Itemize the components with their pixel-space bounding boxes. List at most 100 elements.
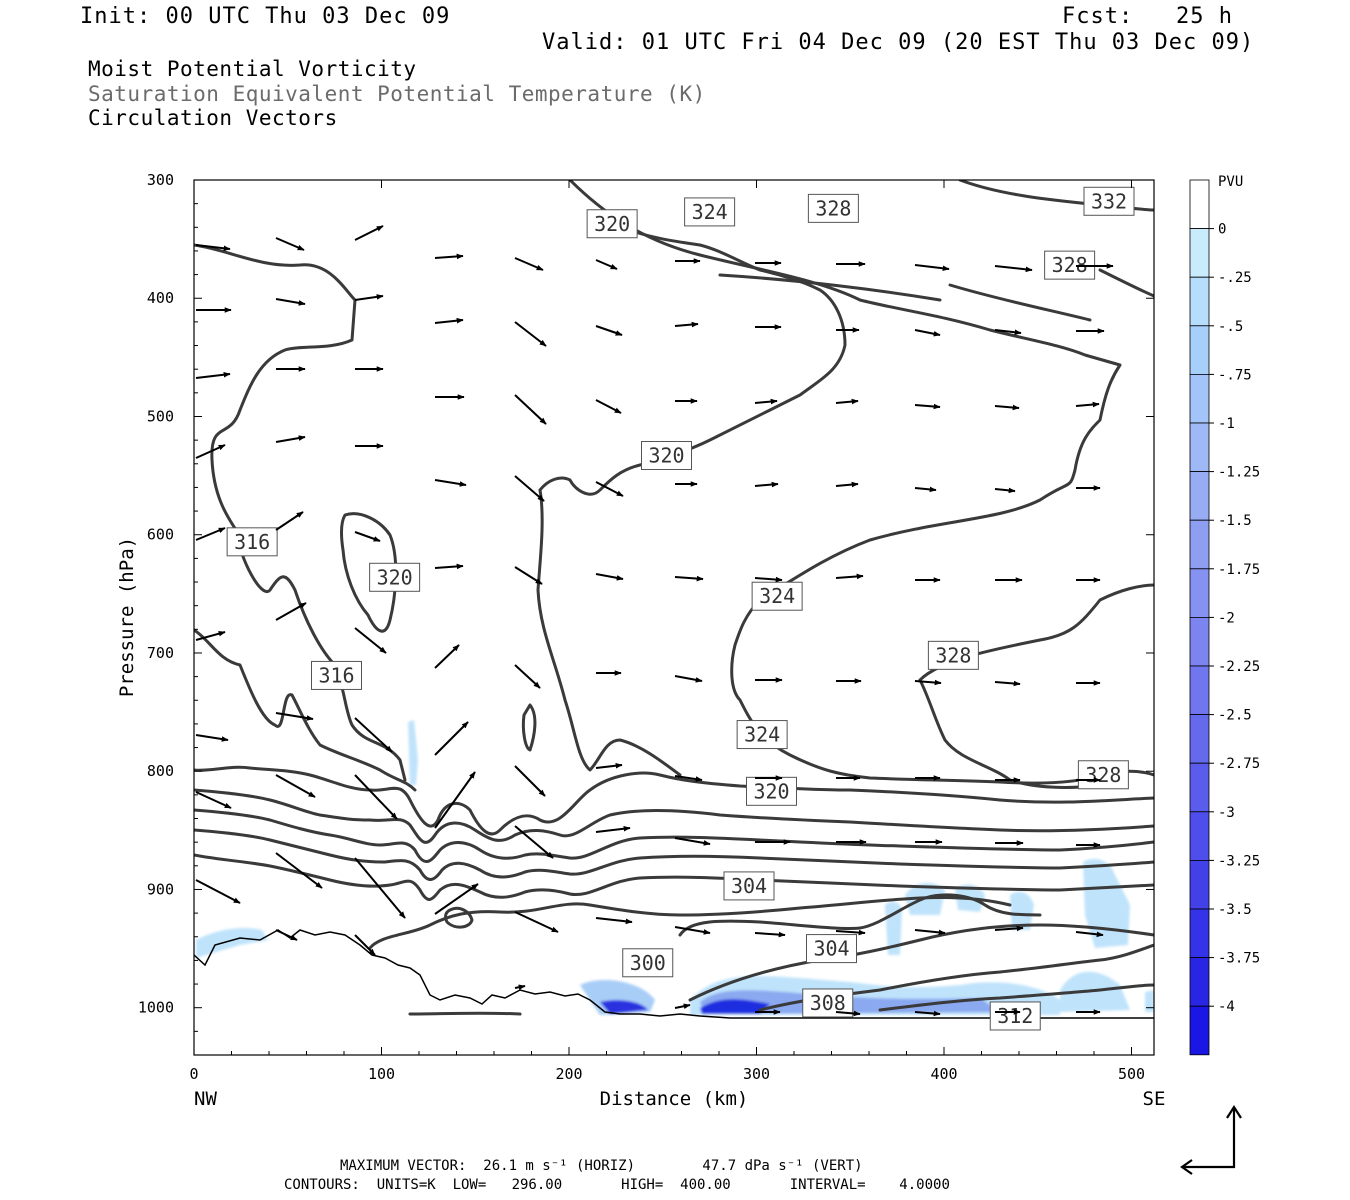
- y-tick-label: 500: [147, 407, 174, 425]
- terrain-line: [194, 929, 1154, 1019]
- x-tick-label: 300: [743, 1065, 770, 1083]
- contour-label: 320: [641, 441, 692, 471]
- svg-text:332: 332: [1091, 189, 1127, 213]
- contour-label: 304: [806, 934, 857, 964]
- contour-label: 312: [989, 1001, 1041, 1031]
- x-tick-label: 500: [1118, 1065, 1145, 1083]
- svg-text:312: 312: [997, 1004, 1033, 1028]
- contour-labels: 320 324 328 3323283203163203243283163243283…: [226, 186, 1135, 1031]
- contour-label: 324: [751, 581, 803, 611]
- y-tick-label: 900: [147, 880, 174, 898]
- svg-text:304: 304: [731, 874, 767, 898]
- colorbar-swatch: [1189, 860, 1210, 910]
- contour-label: 300: [622, 948, 674, 978]
- colorbar-swatch: [1189, 811, 1210, 861]
- contour-label: 320: [586, 209, 638, 239]
- contour-label: 328: [927, 640, 979, 670]
- colorbar-label: 0: [1218, 222, 1226, 238]
- colorbar-label: -1.75: [1218, 562, 1260, 578]
- y-tick-label: 600: [147, 526, 174, 544]
- colorbar-unit: PVU: [1218, 174, 1243, 190]
- y-axis: 300 400 500 600 700 800 900 1000: [138, 171, 1154, 1056]
- x-axis: 0 100 200 300 400 500: [189, 180, 1145, 1083]
- colorbar-label: -2.5: [1218, 708, 1252, 724]
- svg-text:300: 300: [630, 951, 666, 975]
- colorbar-swatch: [1189, 325, 1210, 375]
- contour-label: 304: [723, 871, 775, 901]
- svg-text:328: 328: [815, 196, 851, 220]
- y-tick-label: 800: [147, 762, 174, 780]
- colorbar-swatch: [1189, 568, 1210, 618]
- y-tick-label: 1000: [138, 999, 174, 1017]
- svg-text:324: 324: [759, 584, 795, 608]
- contour-label: 320: [369, 562, 421, 592]
- svg-text:308: 308: [810, 991, 846, 1015]
- field-title-vectors: Circulation Vectors: [88, 106, 338, 130]
- colorbar-swatch: [1189, 373, 1210, 424]
- contour-label: 328: [807, 193, 859, 223]
- contour-label: 324: [684, 197, 736, 227]
- field-title-theta-es: Saturation Equivalent Potential Temperat…: [88, 82, 706, 106]
- x-tick-label: 100: [368, 1065, 395, 1083]
- colorbar-swatch: [1189, 908, 1210, 958]
- svg-text:320: 320: [753, 779, 789, 803]
- colorbar-swatch: [1189, 276, 1210, 327]
- colorbar-swatch: [1189, 179, 1210, 229]
- colorbar-label: -4: [1218, 999, 1235, 1015]
- x-tick-label: 200: [555, 1065, 582, 1083]
- svg-text:328: 328: [935, 643, 971, 667]
- plot-frame: [193, 179, 1155, 1056]
- theta-es-contours: [194, 180, 1154, 1016]
- pv-colorbar: 0 -.25 -.5 -.75 -1 -1.25 -1.5 -1.75 -2 -2.25 -2.5 -…: [1189, 179, 1260, 1056]
- svg-text:328: 328: [1085, 763, 1121, 787]
- colorbar-swatch: [1189, 762, 1210, 813]
- colorbar-swatch: [1189, 471, 1210, 521]
- svg-text:324: 324: [692, 200, 728, 224]
- contours-note: CONTOURS: UNITS=K LOW= 296.00 HIGH= 400.…: [284, 1177, 950, 1193]
- colorbar-label: -.25: [1218, 270, 1252, 286]
- colorbar-label: -1.5: [1218, 513, 1252, 529]
- y-tick-label: 700: [147, 644, 174, 662]
- svg-text:320: 320: [594, 212, 630, 236]
- colorbar-label: -.75: [1218, 367, 1252, 383]
- x-axis-title: Distance (km): [600, 1088, 749, 1110]
- colorbar-swatch: [1189, 665, 1210, 715]
- reference-vector-icon: [1180, 1104, 1242, 1175]
- forecast-hour: Fcst: 25 h: [1062, 4, 1233, 29]
- contour-label: 332: [1083, 186, 1135, 216]
- colorbar-label: -2.75: [1218, 756, 1260, 772]
- colorbar-label: -.5: [1218, 319, 1243, 335]
- valid-time: Valid: 01 UTC Fri 04 Dec 09 (20 EST Thu …: [542, 30, 1255, 55]
- colorbar-label: -3.5: [1218, 902, 1252, 918]
- colorbar-swatch: [1189, 422, 1210, 472]
- colorbar-swatch: [1189, 957, 1210, 1007]
- svg-text:320: 320: [648, 444, 684, 468]
- x-tick-label: 0: [189, 1065, 198, 1083]
- colorbar-label: -1.25: [1218, 465, 1260, 481]
- colorbar-swatch: [1189, 1005, 1210, 1056]
- x-right-end-label: SE: [1143, 1088, 1166, 1110]
- y-tick-label: 300: [147, 171, 174, 189]
- colorbar-swatch: [1189, 617, 1210, 667]
- contour-label: 320: [746, 776, 797, 806]
- contour-label: 316: [311, 660, 362, 690]
- x-tick-label: 400: [930, 1065, 957, 1083]
- svg-text:320: 320: [377, 565, 413, 589]
- colorbar-label: -1: [1218, 416, 1235, 432]
- colorbar-swatch: [1189, 519, 1210, 570]
- svg-text:324: 324: [744, 723, 780, 747]
- colorbar-swatch: [1189, 228, 1210, 278]
- circulation-vectors: [195, 225, 1114, 1017]
- contour-label: 328: [1077, 760, 1129, 790]
- field-title-mpv: Moist Potential Vorticity: [88, 57, 417, 81]
- pv-shading: [196, 720, 1154, 1015]
- max-vector-note: MAXIMUM VECTOR: 26.1 m s⁻¹ (HORIZ) 47.7 …: [340, 1158, 863, 1174]
- colorbar-label: -2.25: [1218, 659, 1260, 675]
- x-left-end-label: NW: [194, 1088, 217, 1110]
- svg-text:316: 316: [234, 530, 270, 554]
- y-tick-label: 400: [147, 289, 174, 307]
- colorbar-label: -2: [1218, 610, 1235, 626]
- colorbar-swatch: [1189, 714, 1210, 764]
- svg-text:304: 304: [813, 937, 849, 961]
